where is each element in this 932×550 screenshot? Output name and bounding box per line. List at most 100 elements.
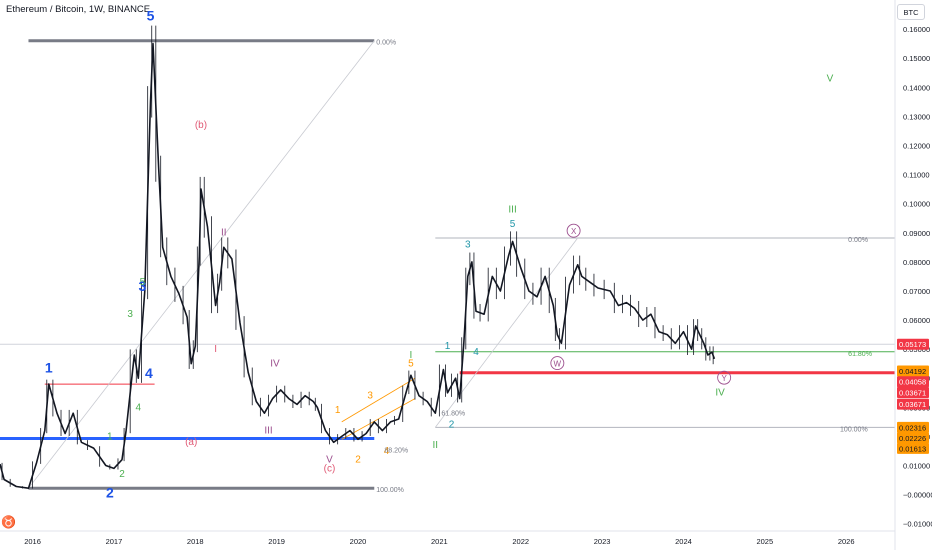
wave-labels: 5123412345(b)(a)(c)IIIIIIIVV12345IIIIIII… bbox=[45, 7, 834, 500]
wave-label: 5 bbox=[140, 277, 146, 288]
fib-diagonal-lines bbox=[28, 40, 579, 489]
wave-label: (c) bbox=[324, 463, 336, 474]
wave-label-circle bbox=[550, 356, 565, 371]
fib-label: 0.00% bbox=[376, 40, 396, 47]
wave-label: 2 bbox=[106, 485, 114, 501]
fib-labels: 0.00% 100.00% 0.00% 61.80% 100.00% 61.80% 88.2… bbox=[376, 40, 872, 494]
price-tag-box bbox=[897, 432, 929, 444]
price-tag-box bbox=[897, 338, 929, 350]
wave-label: 3 bbox=[367, 391, 373, 402]
y-tick-label: 0.08000 bbox=[903, 258, 930, 267]
price-tag-label: 0.03671 bbox=[899, 400, 926, 409]
fib-label: 61.80% bbox=[441, 411, 465, 418]
price-line bbox=[0, 42, 716, 489]
y-tick-label: 0.12000 bbox=[903, 141, 930, 150]
wave-label: X bbox=[571, 227, 577, 236]
y-tick-label: 0.10000 bbox=[903, 200, 930, 209]
wave-label: 2 bbox=[119, 469, 125, 480]
wave-label: III bbox=[264, 426, 272, 437]
wave-label: II bbox=[433, 440, 439, 451]
wave-label: 1 bbox=[445, 341, 451, 352]
x-tick-label: 2016 bbox=[24, 537, 41, 546]
x-tick-label: 2024 bbox=[675, 537, 692, 546]
channel-line-1 bbox=[341, 377, 416, 423]
price-tag-box bbox=[897, 442, 929, 454]
wave-label: 1 bbox=[335, 405, 341, 416]
y-tick-label: 0.07000 bbox=[903, 287, 930, 296]
y-tick-label: 0.09000 bbox=[903, 229, 930, 238]
fib-label: 0.00% bbox=[848, 237, 868, 244]
wave-label: 5 bbox=[408, 359, 414, 370]
wave-label: 3 bbox=[127, 309, 133, 320]
price-tag-label: 0.02226 bbox=[899, 434, 926, 443]
wave-label: W bbox=[554, 360, 562, 369]
x-tick-label: 2019 bbox=[268, 537, 285, 546]
level-lines bbox=[0, 39, 895, 490]
wave-label: 1 bbox=[107, 431, 113, 442]
x-tick-label: 2025 bbox=[756, 537, 773, 546]
time-axis: 2016 2017 2018 2019 2020 2021 2022 2023 2024 2025… bbox=[24, 537, 854, 546]
y-tick-label: −0.00000 bbox=[903, 491, 932, 500]
price-tag-box bbox=[897, 365, 929, 377]
wave-label-circle bbox=[717, 370, 732, 385]
wave-label: 4 bbox=[384, 446, 390, 457]
wave-label: I bbox=[409, 350, 412, 361]
y-tick-label: 0.13000 bbox=[903, 112, 930, 121]
wave-label: 3 bbox=[138, 278, 146, 294]
fib-label: 100.00% bbox=[376, 487, 404, 494]
x-tick-label: 2021 bbox=[431, 537, 448, 546]
price-tag-label: 0.04192 bbox=[899, 367, 926, 376]
wave-label: 4 bbox=[473, 347, 479, 358]
x-tick-label: 2026 bbox=[838, 537, 855, 546]
wave-label: I bbox=[214, 344, 217, 355]
currency-button[interactable]: BTC bbox=[897, 4, 925, 20]
wave-label: 3 bbox=[465, 239, 471, 250]
wave-label: 1 bbox=[45, 359, 53, 375]
wave-label: III bbox=[508, 204, 516, 215]
wave-label: 2 bbox=[449, 420, 455, 431]
price-tag-box bbox=[897, 421, 929, 433]
y-tick-label: 0.16000 bbox=[903, 25, 930, 34]
price-tag-box bbox=[897, 376, 929, 388]
y-tick-label: 0.06000 bbox=[903, 316, 930, 325]
price-tag-label: 0.05173 bbox=[899, 340, 926, 349]
wave-label: 2 bbox=[355, 455, 361, 466]
x-tick-label: 2023 bbox=[594, 537, 611, 546]
price-tag-label: 0.03671 bbox=[899, 389, 926, 398]
price-tag-label: 0.04058 bbox=[899, 378, 926, 387]
wave-label: IV bbox=[715, 388, 725, 399]
wave-label: (b) bbox=[195, 120, 207, 131]
wave-label: II bbox=[221, 228, 227, 239]
wave-label: 4 bbox=[145, 365, 153, 381]
price-series bbox=[0, 25, 716, 489]
wave-label: IV bbox=[270, 359, 280, 370]
price-tags: 0.05173 0.04192 0.04058 0.03671 0.03671 0.023… bbox=[897, 338, 929, 454]
y-tick-label: 0.14000 bbox=[903, 83, 930, 92]
price-tag-label: 0.01613 bbox=[899, 444, 926, 453]
tradingview-logo-icon: ♉ bbox=[1, 515, 16, 529]
y-tick-label: 0.01000 bbox=[903, 462, 930, 471]
fib-label: 61.80% bbox=[848, 351, 872, 358]
price-tag-box bbox=[897, 398, 929, 410]
price-tag-label: 0.02316 bbox=[899, 423, 926, 432]
x-tick-label: 2017 bbox=[106, 537, 123, 546]
y-tick-label: 0.15000 bbox=[903, 54, 930, 63]
wave-label-circle bbox=[566, 223, 581, 238]
wave-label: 5 bbox=[510, 219, 516, 230]
x-tick-label: 2022 bbox=[512, 537, 529, 546]
wave-label: V bbox=[827, 73, 834, 84]
fib-diagonal-1 bbox=[28, 40, 375, 489]
wave-label: 5 bbox=[147, 7, 155, 23]
y-tick-label: −0.01000 bbox=[903, 520, 932, 529]
y-tick-label: 0.11000 bbox=[903, 171, 930, 180]
price-tag-box bbox=[897, 387, 929, 399]
wave-label: (a) bbox=[185, 437, 197, 448]
x-tick-label: 2020 bbox=[350, 537, 367, 546]
wave-label: Y bbox=[721, 374, 727, 383]
chart-title: Ethereum / Bitcoin, 1W, BINANCE bbox=[6, 4, 151, 15]
wave-label: V bbox=[326, 455, 333, 466]
fib-label: 88.20% bbox=[384, 448, 408, 455]
wave-label: 4 bbox=[136, 402, 142, 413]
fib-label: 100.00% bbox=[840, 426, 868, 433]
